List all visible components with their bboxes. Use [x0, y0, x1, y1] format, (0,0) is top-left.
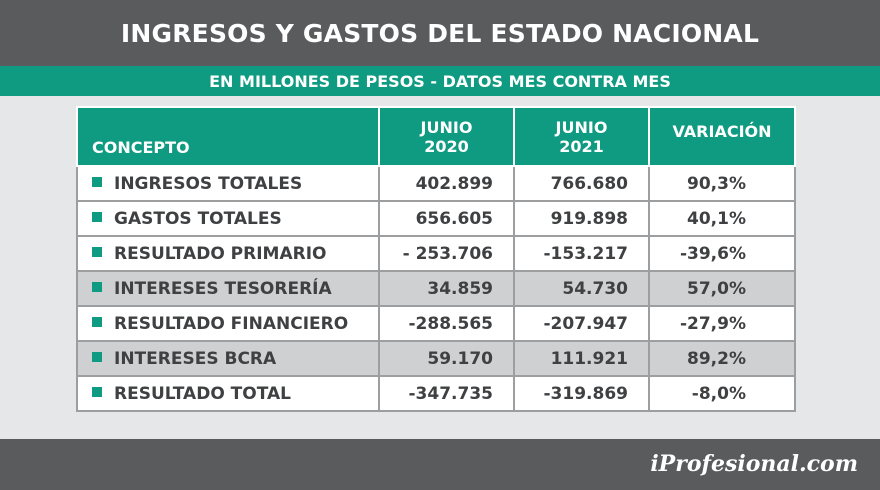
- square-bullet-icon: [92, 351, 102, 362]
- table-row: INTERESES BCRA 59.170 111.921 89,2%: [76, 340, 796, 377]
- page-title: INGRESOS Y GASTOS DEL ESTADO NACIONAL: [120, 18, 760, 48]
- header-junio-2020-line2: 2020: [424, 136, 469, 156]
- data-table-container: CONCEPTO JUNIO 2020 JUNIO 2021 VARIACIÓN…: [76, 106, 796, 412]
- concepto-label: RESULTADO FINANCIERO: [114, 313, 349, 334]
- cell-variacion: -27,9%: [648, 305, 796, 342]
- cell-variacion: 40,1%: [648, 200, 796, 237]
- cell-junio-2021: 111.921: [513, 340, 650, 377]
- table-row: INGRESOS TOTALES 402.899 766.680 90,3%: [76, 165, 796, 202]
- cell-junio-2020: -347.735: [378, 375, 515, 412]
- title-bar: INGRESOS Y GASTOS DEL ESTADO NACIONAL: [0, 0, 880, 66]
- table-row: GASTOS TOTALES 656.605 919.898 40,1%: [76, 200, 796, 237]
- cell-variacion: 90,3%: [648, 165, 796, 202]
- concepto-label: RESULTADO PRIMARIO: [114, 243, 327, 264]
- data-table: CONCEPTO JUNIO 2020 JUNIO 2021 VARIACIÓN…: [76, 106, 796, 412]
- cell-variacion: 57,0%: [648, 270, 796, 307]
- header-junio-2020: JUNIO 2020: [378, 106, 515, 167]
- cell-concepto: INGRESOS TOTALES: [76, 165, 380, 202]
- cell-junio-2020: 59.170: [378, 340, 515, 377]
- cell-variacion: -39,6%: [648, 235, 796, 272]
- cell-variacion: -8,0%: [648, 375, 796, 412]
- cell-concepto: RESULTADO FINANCIERO: [76, 305, 380, 342]
- concepto-label: RESULTADO TOTAL: [114, 383, 291, 404]
- cell-junio-2020: 34.859: [378, 270, 515, 307]
- table-header-row: CONCEPTO JUNIO 2020 JUNIO 2021 VARIACIÓN: [76, 106, 796, 167]
- footer-bar: iProfesional.com: [0, 439, 880, 490]
- concepto-label: INTERESES TESORERÍA: [114, 278, 332, 299]
- cell-junio-2020: 656.605: [378, 200, 515, 237]
- cell-concepto: RESULTADO TOTAL: [76, 375, 380, 412]
- header-junio-2021-line2: 2021: [559, 136, 604, 156]
- cell-junio-2021: 54.730: [513, 270, 650, 307]
- cell-concepto: GASTOS TOTALES: [76, 200, 380, 237]
- cell-concepto: RESULTADO PRIMARIO: [76, 235, 380, 272]
- header-junio-2021-line1: JUNIO: [555, 117, 608, 137]
- cell-variacion: 89,2%: [648, 340, 796, 377]
- cell-junio-2021: -319.869: [513, 375, 650, 412]
- cell-junio-2021: 919.898: [513, 200, 650, 237]
- cell-junio-2020: 402.899: [378, 165, 515, 202]
- table-row: INTERESES TESORERÍA 34.859 54.730 57,0%: [76, 270, 796, 307]
- square-bullet-icon: [92, 316, 102, 327]
- cell-junio-2021: 766.680: [513, 165, 650, 202]
- square-bullet-icon: [92, 246, 102, 257]
- table-row: RESULTADO FINANCIERO -288.565 -207.947 -27,…: [76, 305, 796, 342]
- page-subtitle: EN MILLONES DE PESOS - DATOS MES CONTRA …: [209, 71, 671, 91]
- concepto-label: GASTOS TOTALES: [114, 208, 282, 229]
- cell-concepto: INTERESES BCRA: [76, 340, 380, 377]
- header-junio-2021: JUNIO 2021: [513, 106, 650, 167]
- cell-junio-2020: -288.565: [378, 305, 515, 342]
- table-row: RESULTADO PRIMARIO - 253.706 -153.217 -39,6…: [76, 235, 796, 272]
- square-bullet-icon: [92, 211, 102, 222]
- square-bullet-icon: [92, 281, 102, 292]
- cell-junio-2021: -207.947: [513, 305, 650, 342]
- table-row: RESULTADO TOTAL -347.735 -319.869 -8,0%: [76, 375, 796, 412]
- square-bullet-icon: [92, 176, 102, 187]
- header-concepto: CONCEPTO: [76, 106, 380, 167]
- cell-concepto: INTERESES TESORERÍA: [76, 270, 380, 307]
- table-body: INGRESOS TOTALES 402.899 766.680 90,3% GASTO…: [76, 165, 796, 412]
- concepto-label: INGRESOS TOTALES: [114, 173, 303, 194]
- square-bullet-icon: [92, 386, 102, 397]
- header-junio-2020-line1: JUNIO: [420, 117, 473, 137]
- header-variacion: VARIACIÓN: [648, 106, 796, 167]
- subtitle-bar: EN MILLONES DE PESOS - DATOS MES CONTRA …: [0, 66, 880, 96]
- cell-junio-2021: -153.217: [513, 235, 650, 272]
- concepto-label: INTERESES BCRA: [114, 348, 277, 369]
- brand-logo: iProfesional.com: [650, 451, 858, 477]
- cell-junio-2020: - 253.706: [378, 235, 515, 272]
